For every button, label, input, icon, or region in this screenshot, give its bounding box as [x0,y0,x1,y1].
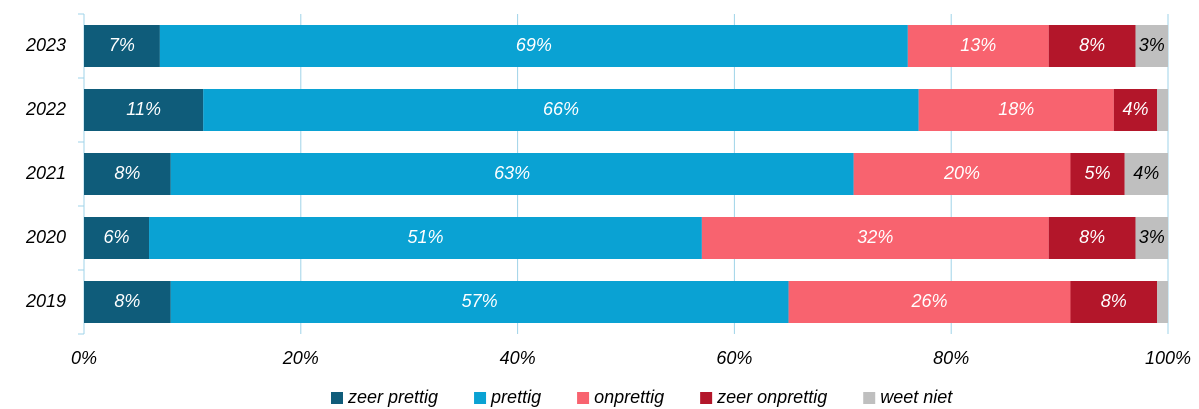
bar-segment [84,89,204,131]
data-label: 4% [1133,163,1159,183]
bar-segment [149,217,702,259]
data-label: 69% [516,35,552,55]
data-label: 3% [1139,227,1165,247]
data-label: 8% [114,291,140,311]
bar-segment [84,153,171,195]
data-label: 8% [1079,35,1105,55]
data-label: 18% [998,99,1034,119]
legend-label: weet niet [880,387,953,407]
legend-label: zeer prettig [347,387,438,407]
bar-segment [701,217,1049,259]
bar-segment [84,217,150,259]
data-label: 66% [543,99,579,119]
bar-segment [84,25,160,67]
data-label: 4% [1122,99,1148,119]
bar-segment [1135,217,1168,259]
data-label: 32% [857,227,893,247]
y-tick-label: 2023 [25,35,66,55]
bar-segment [1070,281,1158,323]
x-tick-label: 40% [500,348,536,368]
x-tick-label: 0% [71,348,97,368]
legend-swatch [577,392,590,404]
bar-segment [788,281,1071,323]
data-label: 57% [462,291,498,311]
x-tick-label: 20% [282,348,319,368]
x-tick-label: 100% [1145,348,1191,368]
legend-swatch [474,392,487,404]
bar-segment [1124,153,1168,195]
y-tick-label: 2020 [25,227,66,247]
bar-segment [1157,89,1168,131]
bar-segment [170,153,854,195]
bar-segment [907,25,1049,67]
data-label: 11% [126,99,161,119]
bar-segment [203,89,919,131]
legend-swatch [700,392,713,404]
bar-segment [170,281,789,323]
bar-segment [918,89,1114,131]
data-label: 13% [960,35,996,55]
data-label: 8% [1079,227,1105,247]
bar-segment [159,25,908,67]
data-label: 51% [407,227,443,247]
legend-swatch [331,392,343,404]
legend-swatch [863,392,876,404]
data-label: 63% [494,163,530,183]
bar-segment [1048,25,1136,67]
data-label: 3% [1139,35,1165,55]
bar-segment [1070,153,1125,195]
bar-segment [1135,25,1168,67]
data-label: 5% [1085,163,1111,183]
data-label: 20% [943,163,980,183]
x-tick-label: 60% [716,348,752,368]
bar-segment [853,153,1071,195]
bar-segment [1157,281,1168,323]
data-label: 8% [1101,291,1127,311]
bar-segment [1048,217,1136,259]
data-label: 8% [114,163,140,183]
data-label: 6% [104,227,130,247]
bar-segment [84,281,171,323]
legend-label: onprettig [594,387,664,407]
data-label: 26% [911,291,948,311]
bar-segment [1113,89,1158,131]
y-tick-label: 2022 [25,99,66,119]
y-tick-label: 2019 [25,291,66,311]
legend-label: zeer onprettig [716,387,827,407]
y-tick-label: 2021 [25,163,66,183]
data-label: 7% [109,35,135,55]
legend-label: prettig [490,387,541,407]
x-tick-label: 80% [933,348,969,368]
